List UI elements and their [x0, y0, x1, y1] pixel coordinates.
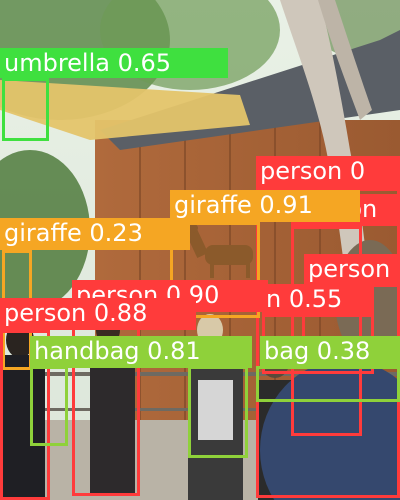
person-bbox [0, 330, 50, 500]
giraffe-label: giraffe 0.23 [0, 218, 190, 250]
handbag-bbox [256, 366, 400, 402]
person-label: person 0 [256, 156, 400, 188]
person-label: n 0.55 [262, 284, 374, 316]
person-bbox [291, 226, 362, 436]
umbrella-bbox [2, 78, 49, 141]
umbrella-label: umbrella 0.65 [0, 48, 228, 78]
person-label: person [304, 254, 400, 286]
giraffe-bbox [170, 222, 260, 318]
shade-canopy [0, 80, 250, 140]
handbag-label: bag 0.38 [260, 336, 400, 368]
handbag-bbox [30, 366, 68, 446]
handbag-label: handbag 0.81 [30, 336, 252, 368]
person-label: person 0.88 [0, 298, 196, 330]
giraffe-label: giraffe 0.91 [170, 190, 360, 222]
handbag-bbox [188, 366, 248, 458]
tree-trunk [280, 0, 372, 320]
